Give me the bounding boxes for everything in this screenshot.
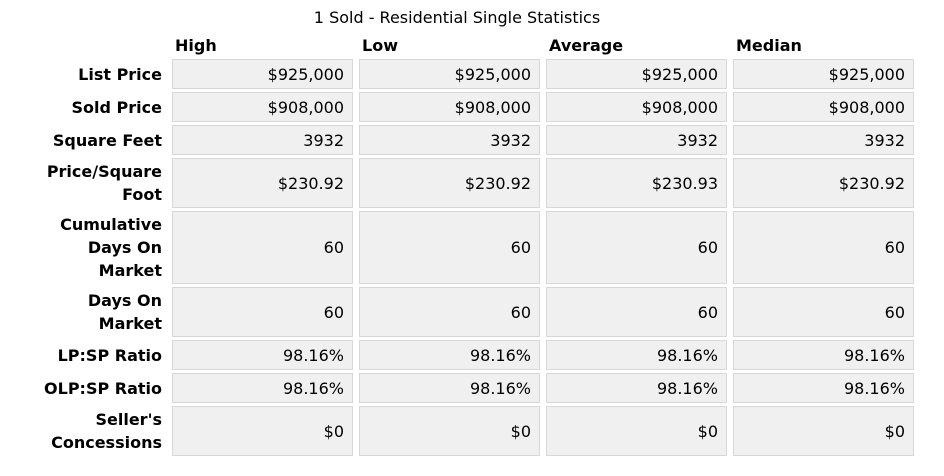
value-cell: 98.16% (733, 373, 914, 403)
table-row: Sold Price $908,000 $908,000 $908,000 $908,0… (0, 92, 944, 122)
value-cell: 60 (172, 211, 353, 284)
value-cell: 98.16% (359, 373, 540, 403)
value-cell: 60 (546, 287, 727, 337)
value-cell: 60 (359, 287, 540, 337)
value-cell: 3932 (172, 125, 353, 155)
value-cell: 3932 (733, 125, 914, 155)
value-cell: 60 (733, 287, 914, 337)
table-row: Days On Market 60 60 60 60 (0, 287, 944, 337)
column-header-median: Median (736, 36, 802, 55)
value-cell: $908,000 (546, 92, 727, 122)
page-title: 1 Sold - Residential Single Statistics (313, 8, 601, 27)
value-cell: $925,000 (733, 59, 914, 89)
table-row: OLP:SP Ratio 98.16% 98.16% 98.16% 98.16% (0, 373, 944, 403)
value-cell: $230.92 (733, 158, 914, 208)
column-header-low: Low (362, 36, 398, 55)
value-cell: $908,000 (172, 92, 353, 122)
value-cell: 98.16% (733, 340, 914, 370)
value-cell: 98.16% (546, 373, 727, 403)
value-cell: $925,000 (546, 59, 727, 89)
value-cell: 3932 (359, 125, 540, 155)
value-cell: $925,000 (172, 59, 353, 89)
value-cell: $230.92 (172, 158, 353, 208)
value-cell: 60 (546, 211, 727, 284)
value-cell: 3932 (546, 125, 727, 155)
value-cell: 98.16% (172, 340, 353, 370)
value-cell: 60 (359, 211, 540, 284)
value-cell: $0 (546, 406, 727, 456)
table-row: Square Feet 3932 3932 3932 3932 (0, 125, 944, 155)
value-cell: 60 (172, 287, 353, 337)
row-label: Sold Price (71, 97, 162, 117)
table-row: Seller's Concessions $0 $0 $0 $0 (0, 406, 944, 456)
table-row: Cumulative Days On Market 60 60 60 60 (0, 211, 944, 284)
value-cell: $925,000 (359, 59, 540, 89)
row-label: LP:SP Ratio (57, 345, 162, 365)
value-cell: 98.16% (172, 373, 353, 403)
row-label: List Price (78, 64, 162, 84)
column-header-high: High (175, 36, 217, 55)
value-cell: 98.16% (546, 340, 727, 370)
table-row: LP:SP Ratio 98.16% 98.16% 98.16% 98.16% (0, 340, 944, 370)
value-cell: 60 (733, 211, 914, 284)
value-cell: $908,000 (359, 92, 540, 122)
value-cell: $230.92 (359, 158, 540, 208)
table-row: List Price $925,000 $925,000 $925,000 $925,0… (0, 59, 944, 89)
row-label: Seller's Concessions (51, 410, 162, 452)
statistics-table: List Price $925,000 $925,000 $925,000 $925,0… (0, 59, 944, 456)
row-label: Cumulative Days On Market (60, 215, 162, 280)
value-cell: 98.16% (359, 340, 540, 370)
column-header-average: Average (549, 36, 624, 55)
value-cell: $0 (733, 406, 914, 456)
row-label: Days On Market (87, 291, 162, 333)
value-cell: $0 (172, 406, 353, 456)
row-label: Square Feet (52, 130, 162, 150)
value-cell: $0 (359, 406, 540, 456)
value-cell: $908,000 (733, 92, 914, 122)
table-row: Price/Square Foot $230.92 $230.92 $230.93 $2… (0, 158, 944, 208)
row-label: OLP:SP Ratio (44, 378, 162, 398)
value-cell: $230.93 (546, 158, 727, 208)
header-spacer (0, 44, 166, 48)
row-label: Price/Square Foot (46, 162, 162, 204)
table-header-row: High Low Average Median (0, 35, 944, 56)
